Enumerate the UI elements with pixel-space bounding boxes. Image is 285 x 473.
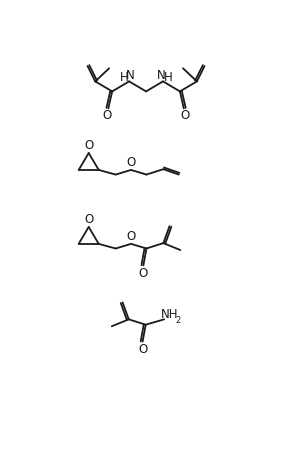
Text: O: O xyxy=(84,213,93,226)
Text: O: O xyxy=(181,109,190,122)
Text: O: O xyxy=(127,156,136,169)
Text: O: O xyxy=(139,267,148,280)
Text: O: O xyxy=(138,343,147,356)
Text: O: O xyxy=(102,109,111,122)
Text: H: H xyxy=(164,70,172,84)
Text: O: O xyxy=(127,230,136,243)
Text: N: N xyxy=(157,69,166,82)
Text: O: O xyxy=(84,139,93,152)
Text: N: N xyxy=(126,69,135,82)
Text: H: H xyxy=(120,70,129,84)
Text: 2: 2 xyxy=(175,315,180,324)
Text: NH: NH xyxy=(161,308,178,321)
